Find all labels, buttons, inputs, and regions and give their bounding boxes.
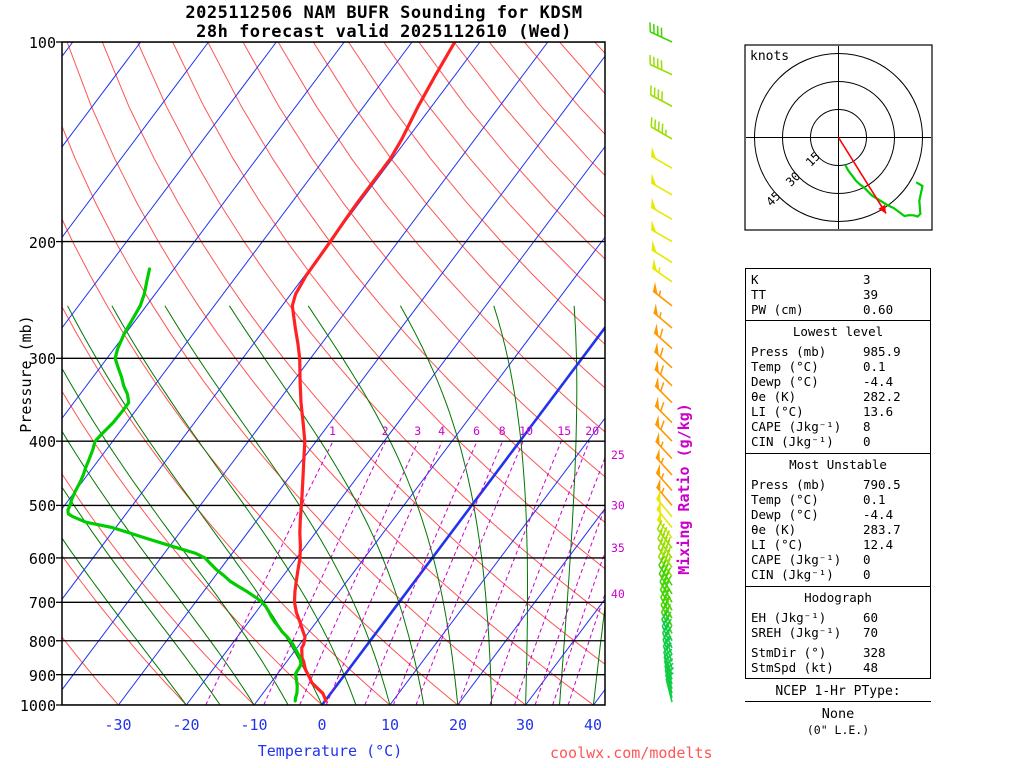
stat-value: 0 xyxy=(863,434,871,449)
hodograph-units-label: knots xyxy=(750,49,790,64)
temp-tick: -20 xyxy=(172,716,200,734)
svg-text:2: 2 xyxy=(382,424,389,438)
pressure-tick: 300 xyxy=(28,350,56,368)
ptype-value: None xyxy=(821,706,855,722)
watermark-link[interactable]: coolwx.com/modelts xyxy=(550,744,713,762)
temp-tick: 0 xyxy=(317,716,327,734)
pressure-tick: 900 xyxy=(28,667,56,685)
stat-label: LI (°C) xyxy=(751,537,804,552)
pressure-tick: 700 xyxy=(28,594,56,612)
svg-text:15: 15 xyxy=(557,424,571,438)
stat-label: Press (mb) xyxy=(751,344,827,359)
stat-label: Press (mb) xyxy=(751,477,827,492)
stat-value: 0.60 xyxy=(863,302,894,317)
stat-label: CIN (Jkg⁻¹) xyxy=(751,567,834,582)
stat-value: 282.2 xyxy=(863,389,901,404)
svg-text:3: 3 xyxy=(414,424,421,438)
most-unstable-box: Most Unstable Press (mb) 790.5 Temp (°C) 0… xyxy=(745,453,931,587)
svg-text:25: 25 xyxy=(611,448,625,462)
stat-label: EH (Jkg⁻¹) xyxy=(751,610,827,625)
stat-value: 0.1 xyxy=(863,492,886,507)
stat-value: 60 xyxy=(863,610,879,625)
stat-label: θe (K) xyxy=(751,389,797,404)
section-header: Lowest level xyxy=(792,324,884,339)
pressure-tick: 100 xyxy=(28,34,56,52)
svg-text:1: 1 xyxy=(329,424,336,438)
temperature-axis-label: Temperature (°C) xyxy=(257,742,403,760)
indices-box: K 3 TT 39 PW (cm) 0.60 xyxy=(745,268,931,321)
stat-value: 3 xyxy=(863,272,871,287)
svg-text:40: 40 xyxy=(611,587,625,601)
temp-tick: 40 xyxy=(583,716,603,734)
stat-value: 283.7 xyxy=(863,522,901,537)
svg-text:35: 35 xyxy=(611,541,625,555)
pressure-tick: 600 xyxy=(28,550,56,568)
stat-label: CAPE (Jkg⁻¹) xyxy=(751,552,842,567)
chart-title-line1: 2025112506 NAM BUFR Sounding for KDSM xyxy=(185,3,583,23)
hodograph-stats-box: Hodograph EH (Jkg⁻¹) 60 SREH (Jkg⁻¹) 70 St… xyxy=(745,586,931,679)
pressure-tick: 400 xyxy=(28,433,56,451)
stat-label: StmSpd (kt) xyxy=(751,660,834,675)
svg-text:20: 20 xyxy=(585,424,599,438)
stat-label: Dewp (°C) xyxy=(751,374,819,389)
stat-value: 48 xyxy=(863,660,879,675)
svg-text:30: 30 xyxy=(611,498,625,512)
temp-tick: 20 xyxy=(448,716,468,734)
section-header: Most Unstable xyxy=(789,457,887,472)
stat-label: LI (°C) xyxy=(751,404,804,419)
lowest-level-box: Lowest level Press (mb) 985.9 Temp (°C) 0.… xyxy=(745,320,931,454)
pressure-axis-label: Pressure (mb) xyxy=(17,315,35,433)
temp-tick: -30 xyxy=(104,716,132,734)
pressure-tick: 200 xyxy=(28,234,56,252)
chart-title-line2: 28h forecast valid 2025112610 (Wed) xyxy=(196,22,572,42)
stat-value: 985.9 xyxy=(863,344,901,359)
temp-tick: 10 xyxy=(380,716,400,734)
stat-label: TT xyxy=(751,287,767,302)
mixing-ratio-axis-label: Mixing Ratio (g/kg) xyxy=(675,403,693,575)
stat-label: Temp (°C) xyxy=(751,492,819,507)
stat-value: 328 xyxy=(863,645,886,660)
stat-label: K xyxy=(751,272,759,287)
stat-label: CAPE (Jkg⁻¹) xyxy=(751,419,842,434)
stat-value: 13.6 xyxy=(863,404,894,419)
stat-value: 0.1 xyxy=(863,359,886,374)
temp-tick: 30 xyxy=(515,716,535,734)
pressure-tick: 800 xyxy=(28,633,56,651)
ptype-title: NCEP 1-Hr PType: xyxy=(745,684,931,702)
stat-value: 70 xyxy=(863,625,879,640)
stat-value: 790.5 xyxy=(863,477,901,492)
stat-value: 39 xyxy=(863,287,879,302)
stat-label: θe (K) xyxy=(751,522,797,537)
stat-value: 12.4 xyxy=(863,537,894,552)
stat-label: SREH (Jkg⁻¹) xyxy=(751,625,842,640)
pressure-tick: 1000 xyxy=(19,697,56,715)
stat-label: StmDir (°) xyxy=(751,645,827,660)
stat-label: PW (cm) xyxy=(751,302,804,317)
stat-value: 0 xyxy=(863,552,871,567)
pressure-tick: 500 xyxy=(28,497,56,515)
svg-text:6: 6 xyxy=(473,424,480,438)
stat-value: 8 xyxy=(863,419,871,434)
stat-value: -4.4 xyxy=(863,507,894,522)
stat-value: -4.4 xyxy=(863,374,894,389)
stat-label: Dewp (°C) xyxy=(751,507,819,522)
ptype-note: (0" L.E.) xyxy=(806,723,870,737)
svg-text:4: 4 xyxy=(438,424,445,438)
stat-label: Temp (°C) xyxy=(751,359,819,374)
svg-text:8: 8 xyxy=(499,424,506,438)
temp-tick: -10 xyxy=(240,716,268,734)
section-header: Hodograph xyxy=(804,590,872,605)
svg-text:10: 10 xyxy=(519,424,533,438)
stat-value: 0 xyxy=(863,567,871,582)
stat-label: CIN (Jkg⁻¹) xyxy=(751,434,834,449)
